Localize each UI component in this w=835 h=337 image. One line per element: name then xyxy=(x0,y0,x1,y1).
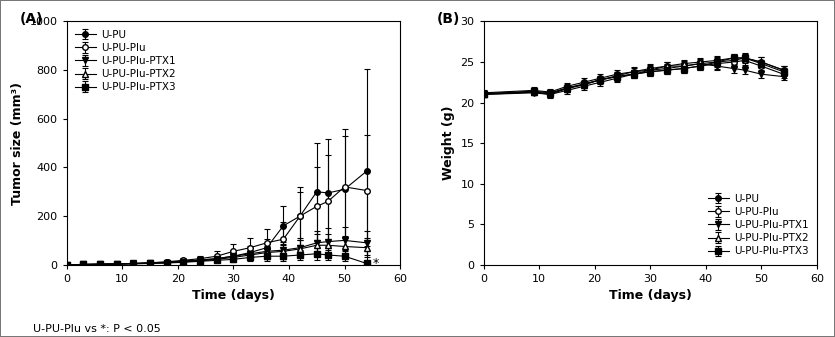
Text: *: * xyxy=(372,257,378,270)
Text: (B): (B) xyxy=(437,12,460,26)
Text: U-PU-Plu vs *: P < 0.05: U-PU-Plu vs *: P < 0.05 xyxy=(33,324,161,334)
Y-axis label: Weight (g): Weight (g) xyxy=(442,106,455,180)
Legend: U-PU, U-PU-Plu, U-PU-Plu-PTX1, U-PU-Plu-PTX2, U-PU-Plu-PTX3: U-PU, U-PU-Plu, U-PU-Plu-PTX1, U-PU-Plu-… xyxy=(705,191,812,259)
Text: (A): (A) xyxy=(20,12,43,26)
Y-axis label: Tumor size (mm³): Tumor size (mm³) xyxy=(11,82,24,205)
X-axis label: Time (days): Time (days) xyxy=(192,289,275,302)
Legend: U-PU, U-PU-Plu, U-PU-Plu-PTX1, U-PU-Plu-PTX2, U-PU-Plu-PTX3: U-PU, U-PU-Plu, U-PU-Plu-PTX1, U-PU-Plu-… xyxy=(72,27,179,95)
X-axis label: Time (days): Time (days) xyxy=(609,289,691,302)
